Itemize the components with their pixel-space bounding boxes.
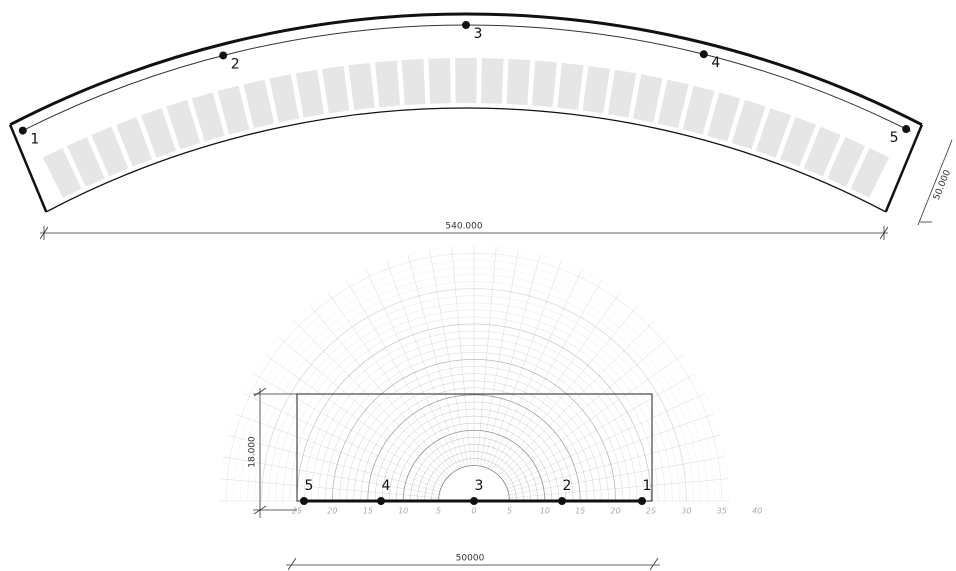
grid-ray [507,414,713,489]
axis-label: 15 [575,507,585,516]
point [902,125,910,133]
axis-label: 25 [646,507,656,516]
point-label: 4 [711,55,720,71]
axis-label: 35 [717,507,727,516]
grid-ray [265,355,445,481]
point [558,497,566,505]
axis-label: 10 [398,507,408,516]
seat-block [583,66,610,114]
grid-ray [494,292,620,472]
point [377,497,385,505]
grid-ray [497,306,638,474]
point-label: 5 [890,130,899,146]
point [219,51,227,59]
seat-block [608,70,636,118]
grid-ray [328,292,454,472]
point-label: 2 [231,56,240,72]
axis-label: 5 [507,507,512,516]
point-label: 3 [475,478,484,494]
axis-label: 40 [752,507,762,516]
grid-ray [387,261,462,467]
axis-label: 25 [292,507,302,516]
grid-ray [430,250,468,466]
point-label: 1 [643,478,652,494]
seat-block [532,61,557,108]
point [19,127,27,135]
seat-block [269,74,299,122]
grid-ray [234,414,440,489]
point [470,497,478,505]
side-edges [10,125,922,212]
axis-label: 10 [540,507,550,516]
axis-label: 15 [363,507,373,516]
point [300,497,308,505]
point-label: 3 [474,26,483,42]
point-label: 1 [30,132,39,148]
seat-block [322,66,349,114]
seat-block [402,59,426,105]
point [700,50,708,58]
grid-ray [501,337,669,478]
grid-ray [486,261,561,467]
seat-block [557,63,583,110]
seat-block [296,70,324,118]
seat-block [243,80,274,129]
point-label: 4 [382,478,391,494]
drawing: 2520151050510152025303540 540.000 50.000… [0,0,956,571]
axis-label: 20 [327,507,337,516]
point-label: 5 [305,478,314,494]
seat-block [507,59,531,105]
dimension-label: 50000 [456,554,485,564]
axis-label: 0 [471,507,476,516]
grid-ray [279,337,447,478]
point [638,497,646,505]
dimension-label: 540.000 [445,222,482,232]
grid-ray [480,250,518,466]
seat-rows [43,58,889,198]
seat-block [658,80,689,129]
axis-label: 20 [611,507,621,516]
axis-label: 30 [681,507,691,516]
grid-ray [503,355,683,481]
seat-block [481,58,503,104]
dimension-label: 50.000 [932,168,953,201]
axis-label: 5 [436,507,441,516]
grid-ray [310,306,451,474]
point [462,21,470,29]
seat-block [428,58,450,104]
seat-block [455,58,477,103]
seat-block [375,61,400,108]
dimension-label: 18.000 [248,436,258,468]
seat-block [633,74,663,122]
seat-block [349,63,375,110]
point-label: 2 [563,478,572,494]
grid-ray [509,457,725,495]
